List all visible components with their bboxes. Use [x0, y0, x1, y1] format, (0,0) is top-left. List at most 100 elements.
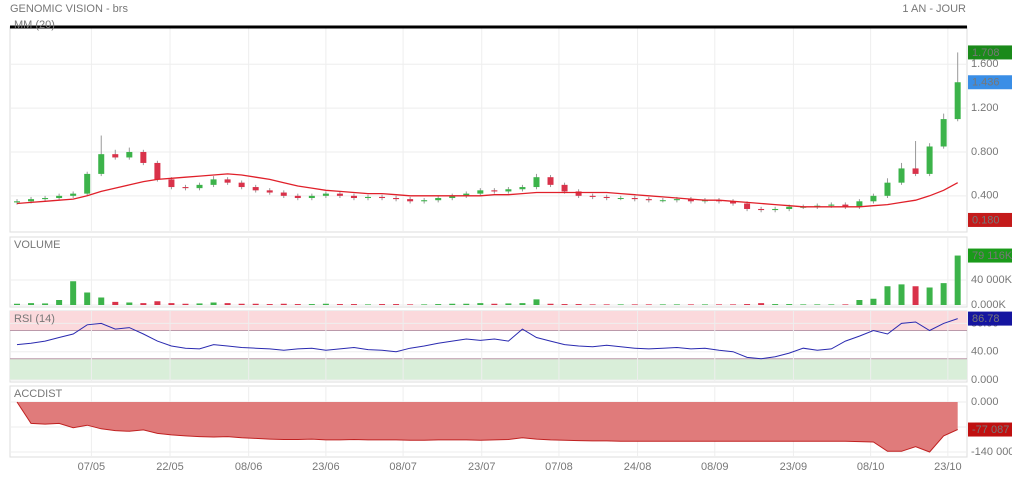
volume-bar: [70, 281, 77, 305]
volume-bar: [421, 304, 428, 305]
candle-body: [70, 193, 77, 196]
candle-body: [477, 190, 484, 194]
candle-body: [870, 195, 877, 202]
volume-bar: [589, 304, 596, 305]
x-tick-label: 08/06: [235, 461, 263, 473]
volume-bar: [603, 304, 610, 305]
volume-bar: [730, 304, 737, 305]
panel-name: MM (20): [14, 19, 55, 31]
volume-bar: [870, 298, 877, 305]
panel-frame: [9, 236, 968, 308]
volume-bar: [322, 303, 329, 305]
volume-bar: [379, 304, 386, 305]
candle-body: [533, 177, 540, 188]
y-tick-label: 0.000: [971, 396, 999, 408]
line: [16, 318, 958, 360]
x-tick-label: 07/08: [545, 461, 573, 473]
candle-body: [266, 190, 273, 193]
candle-body: [645, 199, 652, 201]
candle-body: [421, 200, 428, 202]
candle-body: [954, 82, 961, 120]
moving-average: [16, 173, 959, 208]
volume-bar: [280, 303, 287, 305]
volume-bar: [786, 304, 793, 305]
candle-body: [350, 195, 357, 199]
candle-body: [842, 204, 849, 207]
volume-bar: [533, 299, 540, 305]
y-tick-label: 40 000K: [971, 274, 1012, 286]
volume-bar: [954, 255, 961, 305]
candle-body: [126, 151, 133, 158]
candle-body: [140, 151, 147, 163]
volume-bar: [926, 287, 933, 305]
volume-bar: [84, 292, 91, 305]
candle-body: [547, 177, 554, 185]
panel-name: RSI (14): [14, 313, 55, 325]
candle-body: [28, 199, 35, 202]
value-marker: [968, 311, 1012, 326]
candle-body: [336, 193, 343, 196]
candle-body: [238, 182, 245, 188]
volume-bar: [645, 304, 652, 305]
candle-body: [210, 179, 217, 185]
x-tick-label: 23/07: [468, 461, 496, 473]
x-tick-label: 23/09: [780, 461, 808, 473]
x-tick-label: 23/10: [934, 461, 962, 473]
volume-bar: [266, 304, 273, 305]
volume-bar: [687, 304, 694, 305]
candle-body: [196, 184, 203, 189]
volume-bar: [224, 303, 231, 305]
candle-body: [898, 168, 905, 183]
volume-bar: [772, 304, 779, 305]
candle-body: [407, 199, 414, 202]
candle-body: [912, 168, 919, 174]
volume-bar: [463, 303, 470, 305]
candle-body: [491, 190, 498, 192]
volume-bar: [98, 297, 105, 305]
candle-body: [603, 196, 610, 199]
value-marker-label: 1.708: [972, 47, 1000, 59]
y-tick-label: 0.000: [971, 374, 999, 386]
volume-bar: [744, 304, 751, 305]
candle-body: [659, 200, 666, 202]
value-marker-label: 86.78: [972, 313, 1000, 325]
volume-bar: [898, 284, 905, 305]
volume-bar: [477, 303, 484, 305]
candle-body: [561, 184, 568, 192]
candle-body: [828, 204, 835, 206]
volume-bar: [631, 304, 638, 305]
candle-body: [224, 179, 231, 183]
volume-bar: [28, 303, 35, 305]
candle-body: [449, 195, 456, 199]
volume-bar: [491, 303, 498, 305]
panel-frame: [9, 26, 968, 233]
candle-body: [730, 201, 737, 204]
y-tick-label: -140 000: [971, 446, 1012, 458]
value-marker: [968, 75, 1012, 90]
candle-body: [772, 208, 779, 211]
volume-bar: [182, 303, 189, 305]
x-tick-label: 24/08: [624, 461, 652, 473]
volume-bar: [519, 303, 526, 305]
volume-bar: [659, 304, 666, 305]
volume-bar: [336, 304, 343, 305]
volume-bar: [252, 303, 259, 305]
candle-body: [14, 201, 20, 203]
candle-body: [252, 187, 259, 191]
volume-bar: [365, 304, 371, 305]
panel-name: VOLUME: [14, 239, 60, 251]
candle-body: [786, 206, 793, 209]
candle-body: [856, 201, 863, 207]
volume-bar: [350, 304, 357, 305]
volume-bar: [42, 303, 49, 305]
candle-body: [884, 182, 891, 196]
x-tick-label: 08/07: [389, 461, 417, 473]
value-marker-label: 79 116K: [972, 250, 1012, 262]
candle-body: [280, 192, 287, 196]
value-marker-label: 0.180: [972, 214, 1000, 226]
candle-body: [393, 198, 400, 200]
volume-bar: [758, 303, 765, 305]
volume-bar: [140, 303, 147, 305]
